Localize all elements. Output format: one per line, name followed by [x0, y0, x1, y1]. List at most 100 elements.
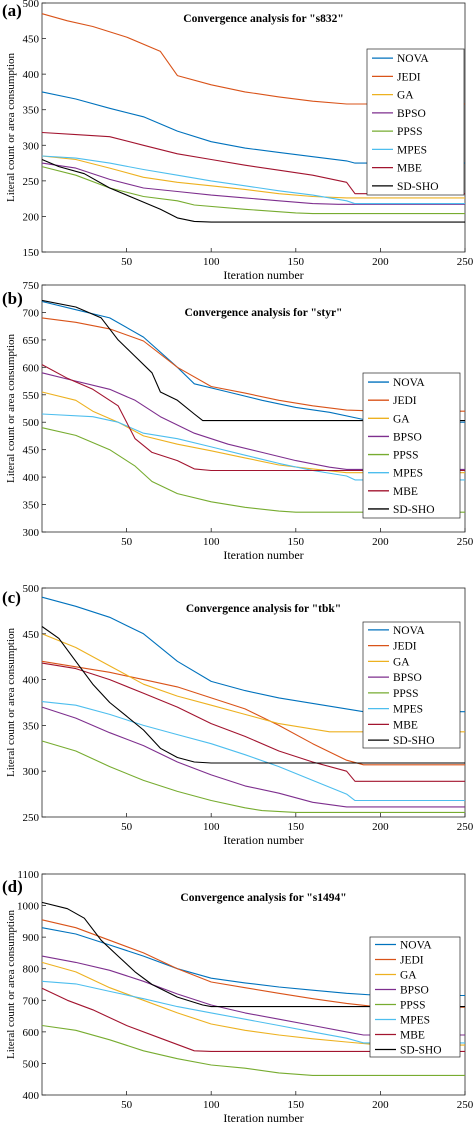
series-line-ga — [41, 961, 465, 1046]
y-tick-label: 350 — [23, 500, 40, 512]
legend-label-jedi: JEDI — [393, 395, 417, 407]
x-axis-label: Iteration number — [223, 833, 303, 847]
chart-panel-2: (b) 50 100 150 200 250 300 350 400 450 500 550 600 65… — [2, 280, 474, 562]
x-tick-label: 200 — [372, 256, 389, 268]
x-axis-label: Iteration number — [223, 1111, 303, 1125]
y-tick-label: 350 — [23, 720, 40, 732]
series-line-mpes — [41, 155, 465, 205]
legend-label-mbe: MBE — [393, 486, 418, 498]
y-tick-label: 500 — [23, 1058, 40, 1070]
legend-label-bpso: BPSO — [400, 985, 429, 997]
series-line-ppss — [41, 427, 465, 513]
x-tick-label: 150 — [288, 536, 305, 548]
y-tick-label: 550 — [23, 390, 40, 402]
legend-label-sd-sho: SD-SHO — [397, 181, 439, 193]
y-tick-label: 700 — [23, 307, 40, 319]
legend-label-ga: GA — [400, 970, 417, 982]
panel-label: (b) — [2, 289, 23, 308]
legend-label-mpes: MPES — [393, 468, 423, 480]
y-tick-label: 350 — [23, 105, 40, 117]
legend-label-mbe: MBE — [393, 719, 418, 731]
y-tick-label: 400 — [23, 472, 40, 484]
series-line-jedi — [41, 13, 465, 105]
series-line-mbe — [41, 662, 465, 782]
y-tick-label: 250 — [23, 812, 40, 824]
x-tick-label: 150 — [288, 256, 305, 268]
series-line-jedi — [41, 660, 465, 766]
y-tick-label: 200 — [23, 211, 40, 223]
x-tick-label: 250 — [457, 821, 474, 833]
legend-label-ppss: PPSS — [400, 1000, 426, 1012]
series-line-nova — [41, 91, 465, 164]
x-tick-label: 250 — [457, 1099, 474, 1111]
y-tick-label: 450 — [23, 629, 40, 641]
chart-panel-4: (d) 50 100 150 200 250 400 500 600 700 800 900 1000 1… — [2, 869, 474, 1125]
legend-label-bpso: BPSO — [397, 108, 426, 120]
series-line-ga — [41, 391, 465, 474]
legend: NOVA JEDI GA BPSO PPSS MPES MBE SD-SHO — [362, 372, 461, 519]
series-line-sd-sho — [41, 299, 465, 422]
y-tick-label: 300 — [23, 527, 40, 539]
y-axis-label: Literal count or area consumption — [5, 627, 17, 777]
legend-label-mpes: MPES — [397, 144, 427, 156]
panel-label: (d) — [2, 877, 23, 896]
y-tick-label: 450 — [23, 34, 40, 46]
series-line-jedi — [41, 317, 465, 412]
x-tick-label: 250 — [457, 256, 474, 268]
legend-label-ga: GA — [397, 90, 414, 102]
y-tick-label: 300 — [23, 140, 40, 152]
legend-label-jedi: JEDI — [400, 955, 424, 967]
y-axis-label: Literal count or area consumption — [5, 333, 17, 483]
y-tick-label: 900 — [23, 932, 40, 944]
y-tick-label: 500 — [23, 417, 40, 429]
series-line-ppss — [41, 1024, 465, 1076]
panel-label: (a) — [2, 1, 22, 20]
x-tick-label: 150 — [288, 821, 305, 833]
series-line-mpes — [41, 701, 465, 802]
series-line-sd-sho — [41, 901, 465, 1008]
legend-box — [362, 621, 461, 749]
legend-label-bpso: BPSO — [393, 431, 422, 443]
y-tick-label: 150 — [23, 247, 40, 259]
legend-label-mpes: MPES — [400, 1015, 430, 1027]
series-line-bpso — [41, 706, 465, 808]
series-line-sd-sho — [41, 626, 465, 764]
series-line-nova — [41, 596, 465, 713]
series-line-bpso — [41, 162, 465, 205]
panel-label: (c) — [2, 588, 21, 607]
legend-label-nova: NOVA — [393, 377, 425, 389]
legend-label-jedi: JEDI — [393, 641, 417, 653]
legend-label-mpes: MPES — [393, 704, 423, 716]
series-line-ppss — [41, 740, 465, 813]
legend: NOVA JEDI GA BPSO PPSS MPES MBE SD-SHO — [366, 48, 465, 196]
x-tick-label: 50 — [121, 821, 133, 833]
legend-label-ga: GA — [393, 656, 410, 668]
legend-label-ga: GA — [393, 413, 410, 425]
series-line-sd-sho — [41, 158, 465, 223]
x-tick-label: 50 — [121, 256, 133, 268]
y-tick-label: 1000 — [17, 901, 40, 913]
series-line-jedi — [41, 919, 465, 1008]
y-tick-label: 650 — [23, 335, 40, 347]
legend-label-ppss: PPSS — [393, 688, 419, 700]
series-line-bpso — [41, 955, 465, 1036]
legend-box — [362, 372, 461, 519]
y-tick-label: 450 — [23, 445, 40, 457]
x-tick-label: 200 — [372, 536, 389, 548]
x-axis-label: Iteration number — [223, 268, 303, 282]
x-tick-label: 250 — [457, 536, 474, 548]
y-tick-label: 400 — [23, 675, 40, 687]
legend: NOVA JEDI GA BPSO PPSS MPES MBE SD-SHO — [362, 621, 461, 749]
x-tick-label: 100 — [203, 256, 220, 268]
y-tick-label: 500 — [23, 0, 40, 10]
x-tick-label: 100 — [203, 536, 220, 548]
legend-label-bpso: BPSO — [393, 672, 422, 684]
y-tick-label: 300 — [23, 766, 40, 778]
chart-title: Convergence analysis for "s832" — [183, 13, 343, 25]
y-tick-label: 400 — [23, 69, 40, 81]
chart-title: Convergence analysis for "styr" — [185, 307, 343, 319]
chart-title: Convergence analysis for "tbk" — [186, 603, 341, 615]
chart-panel-1: (a) 50 100 150 200 250 150 200 250 300 350 400 450 50… — [2, 0, 474, 282]
y-tick-label: 250 — [23, 176, 40, 188]
